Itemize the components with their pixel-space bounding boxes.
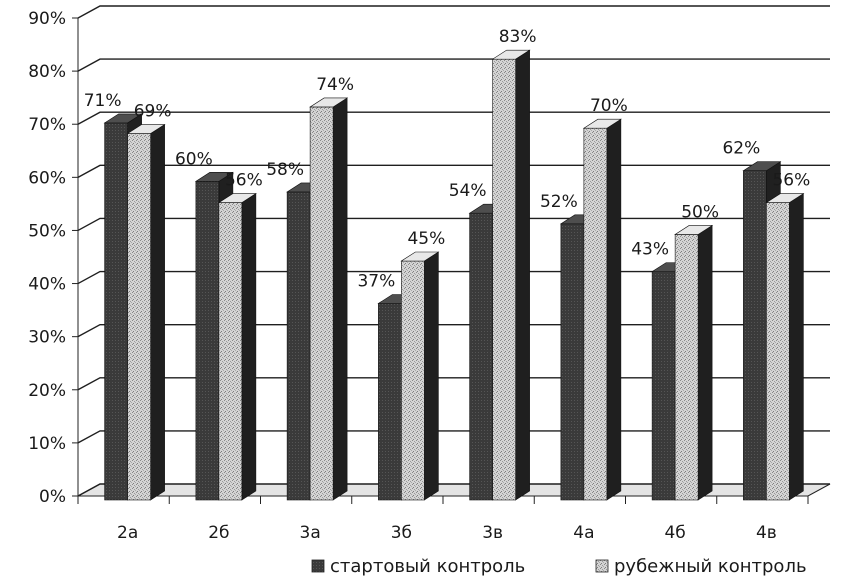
data-label: 69% [134,102,172,122]
chart-walls [77,6,831,497]
y-tick-label: 80% [28,62,66,82]
bar-side [332,97,348,501]
data-label: 71% [84,91,122,111]
x-tick-label: 3в [482,523,503,543]
bar [560,223,585,501]
data-label: 45% [407,229,445,249]
y-tick-label: 60% [28,168,66,188]
data-label: 83% [499,27,537,47]
data-label: 50% [681,202,719,222]
bar-top [217,193,257,203]
bar [743,170,767,501]
y-axis: 0% 10% 20% 30% 40% 50% 60% 70% 80% 90% [28,9,78,507]
legend-swatch [311,559,325,573]
x-tick-label: 3а [300,523,321,543]
data-label: 37% [357,271,395,291]
data-label: 60% [175,149,213,169]
x-tick-label: 4б [664,523,685,543]
legend-item: рубежный контроль [595,556,807,577]
bar [378,303,402,501]
data-label: 62% [722,139,760,159]
legend-swatch [595,559,609,573]
bar-top [103,113,143,124]
data-label: 43% [631,240,669,260]
data-label: 70% [590,96,628,116]
bar-side [606,118,622,501]
legend-label: стартовый контроль [330,556,525,577]
legend: стартовый контроль рубежный контроль [311,556,807,577]
legend-label: рубежный контроль [614,556,807,577]
bar-side [697,224,713,501]
y-tick-label: 90% [28,9,66,29]
gridline [77,5,830,19]
y-tick-label: 40% [28,275,66,295]
data-label: 56% [772,171,810,191]
y-tick-label: 10% [28,434,66,454]
x-tick-label: 2б [208,523,229,543]
gridline [77,111,830,125]
x-tick-label: 4в [756,523,777,543]
bar [309,106,334,501]
bar-top [126,124,166,134]
data-label: 54% [449,181,487,201]
bar [583,127,608,501]
y-tick-label: 20% [28,381,66,401]
bar-top [309,97,349,108]
y-tick-label: 0% [39,487,66,507]
y-tick-label: 30% [28,328,66,348]
y-tick-label: 70% [28,115,66,135]
gridlines [77,5,830,497]
bar-top [742,161,782,172]
bar [401,260,425,501]
bar-top [400,251,440,262]
data-label: 56% [225,171,263,191]
bar-side [150,123,165,501]
data-label: 58% [266,160,304,180]
bars [103,49,805,501]
bar [195,181,220,501]
bar-top [194,172,234,182]
data-labels: 71%69%60%56%58%74%37%45%54%83%52%70%43%5… [84,27,811,291]
legend-item: стартовый контроль [311,556,525,577]
chart-floor [77,483,831,497]
data-label: 74% [316,75,354,95]
bar [492,58,516,501]
bar [766,202,790,501]
bar-top [765,193,805,203]
data-label: 52% [540,192,578,212]
x-axis: 2а 2б 3а 3б 3в 4а 4б 4в [77,496,809,543]
bar [218,202,243,501]
bar [651,271,676,501]
bar [127,133,151,501]
bar-side [515,49,530,501]
y-tick-label: 50% [28,221,66,241]
x-tick-label: 4а [573,523,594,543]
bar [674,234,699,501]
x-tick-label: 3б [391,523,412,543]
gridline [77,58,830,72]
bar-side [789,193,804,501]
bar-top [674,225,714,235]
bar-side [241,193,257,501]
bar-side [424,251,439,501]
bar-top [582,118,622,129]
bar [286,191,311,501]
bar [469,212,493,501]
bar [104,122,128,501]
bar-top [491,49,531,60]
x-tick-label: 2а [117,523,138,543]
